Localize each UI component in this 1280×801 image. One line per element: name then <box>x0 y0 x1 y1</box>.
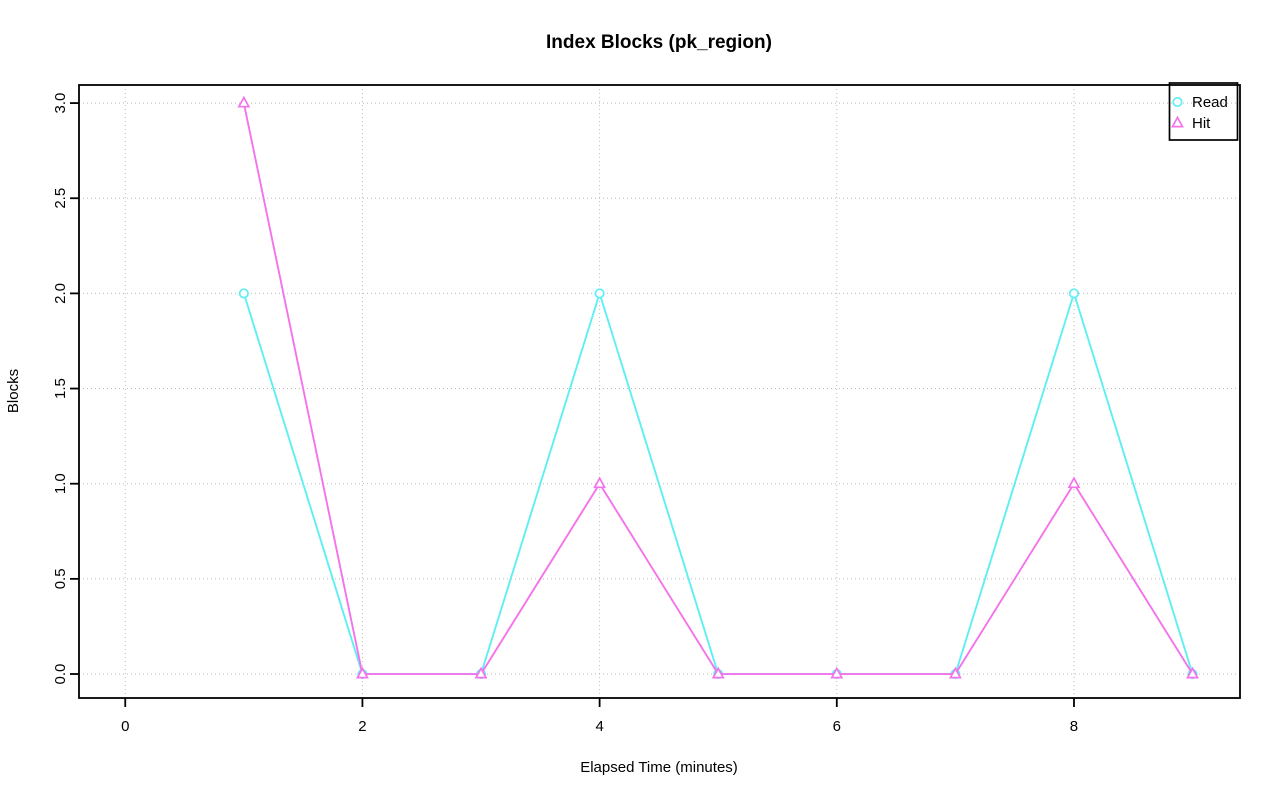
legend-hit-triangle-icon <box>1171 115 1184 128</box>
read-point-circle-icon <box>1068 288 1080 299</box>
series-read-line <box>242 292 1194 675</box>
legend: Read Hit <box>1168 82 1239 141</box>
series-hit-line <box>242 102 1194 675</box>
hit-point-triangle-icon <box>356 666 369 679</box>
y-tick-label: 3.0 <box>52 93 69 114</box>
hit-point-triangle-icon <box>1067 476 1081 489</box>
chart-title: Index Blocks (pk_region) <box>546 32 772 53</box>
y-tick-label: 2.5 <box>52 188 69 209</box>
plot-border <box>78 84 1241 699</box>
hit-point-triangle-icon <box>474 666 488 679</box>
x-axis-title: Elapsed Time (minutes) <box>580 759 738 776</box>
hit-point-triangle-icon <box>593 476 607 489</box>
x-tick-label: 2 <box>358 718 366 735</box>
y-tick-label: 0.5 <box>52 568 69 589</box>
hit-point-triangle-icon <box>711 666 725 679</box>
x-axis: 0 2 4 6 8 <box>121 698 1078 735</box>
read-point-circle-icon <box>594 288 605 299</box>
legend-label-read: Read <box>1192 94 1228 111</box>
gridlines <box>79 85 1240 698</box>
series-hit-markers <box>237 95 1199 679</box>
hit-point-triangle-icon <box>1186 666 1199 679</box>
x-tick-label: 8 <box>1070 718 1078 735</box>
y-tick-label: 1.5 <box>52 378 69 399</box>
hit-point-triangle-icon <box>948 666 962 679</box>
y-axis-title: Blocks <box>5 369 22 413</box>
x-tick-label: 4 <box>595 718 603 735</box>
x-tick-label: 0 <box>121 718 129 735</box>
y-tick-label: 1.0 <box>52 473 69 494</box>
read-point-circle-icon <box>238 288 249 299</box>
hit-point-triangle-icon <box>237 95 251 108</box>
y-axis: 0.0 0.5 1.0 1.5 2.0 2.5 3.0 <box>52 93 79 685</box>
legend-read-circle-icon <box>1172 96 1183 108</box>
hit-point-triangle-icon <box>830 666 844 679</box>
legend-box <box>1168 82 1239 141</box>
x-tick-label: 6 <box>833 718 841 735</box>
y-tick-label: 0.0 <box>52 664 69 685</box>
y-tick-label: 2.0 <box>52 283 69 304</box>
legend-label-hit: Hit <box>1192 115 1211 132</box>
